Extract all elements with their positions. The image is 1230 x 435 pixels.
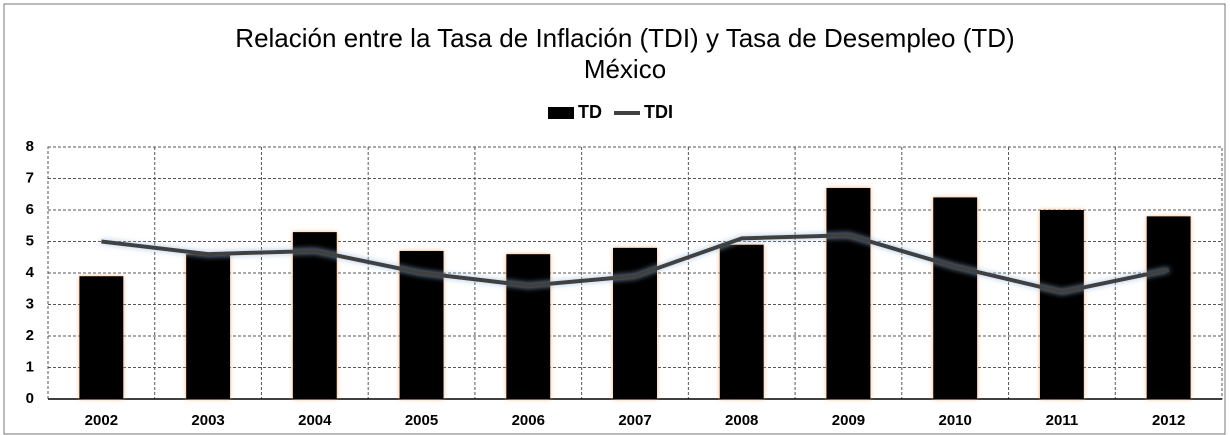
bar — [292, 232, 337, 399]
x-tick-label: 2005 — [405, 412, 438, 429]
y-tick-label: 6 — [26, 201, 34, 218]
y-tick-label: 4 — [26, 264, 35, 281]
y-tick-label: 0 — [26, 390, 34, 407]
x-tick-label: 2009 — [832, 412, 865, 429]
line — [101, 233, 1170, 294]
x-tick-label: 2010 — [938, 412, 971, 429]
x-tick-label: 2011 — [1046, 412, 1079, 429]
legend: TD TDI — [548, 102, 673, 122]
x-tick-label: 2006 — [512, 412, 545, 429]
y-tick-label: 8 — [26, 138, 34, 155]
bar — [186, 254, 231, 399]
bar — [826, 187, 871, 399]
bar — [933, 197, 978, 399]
y-tick-label: 2 — [26, 327, 34, 344]
bar — [1039, 210, 1084, 399]
legend-label: TD — [578, 102, 602, 122]
bar — [1146, 216, 1191, 399]
x-tick-label: 2008 — [725, 412, 758, 429]
x-tick-label: 2003 — [191, 412, 224, 429]
x-tick-label: 2002 — [85, 412, 118, 429]
y-tick-label: 7 — [26, 169, 34, 186]
bar — [506, 254, 551, 399]
x-tick-label: 2012 — [1152, 412, 1185, 429]
bar — [79, 276, 124, 399]
bar — [719, 244, 764, 399]
x-tick-label: 2007 — [618, 412, 651, 429]
legend-label: TDI — [644, 102, 673, 122]
y-tick-label: 1 — [26, 358, 34, 375]
chart-subtitle: México — [584, 54, 666, 84]
y-tick-label: 3 — [26, 295, 34, 312]
y-tick-label: 5 — [26, 232, 34, 249]
x-tick-label: 2004 — [298, 412, 332, 429]
chart-title: Relación entre la Tasa de Inflación (TDI… — [235, 23, 1014, 53]
legend-swatch — [548, 107, 574, 119]
